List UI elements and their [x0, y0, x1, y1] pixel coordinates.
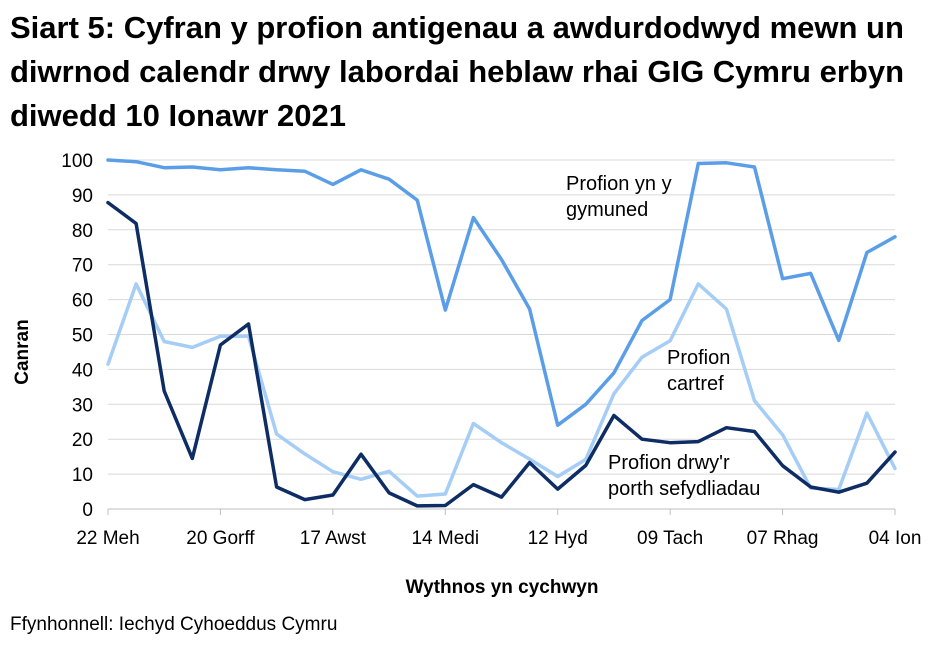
x-tick-label: 22 Meh: [76, 528, 139, 549]
y-tick-label: 100: [61, 151, 93, 172]
source-note: Ffynhonnell: Iechyd Cyhoeddus Cymru: [10, 614, 338, 635]
x-tick-label: 12 Hyd: [528, 528, 588, 549]
x-tick-label: 07 Rhag: [747, 528, 819, 549]
series-label-1: Profion yn y: [566, 173, 672, 195]
x-tick-label: 04 Ion: [869, 528, 922, 549]
y-tick-label: 30: [72, 395, 93, 416]
line-chart: 0 10 20 30 40 50 60 70 80 90 100 22 Meh 20 Gorff 17 A…: [12, 151, 921, 598]
y-axis-title: Canran: [12, 319, 33, 384]
gridlines: [108, 159, 895, 475]
x-tick-label: 14 Medi: [411, 528, 479, 549]
series-label-2: Profion: [667, 347, 730, 369]
series-label-3: Profion drwy'r: [608, 452, 730, 474]
y-tick-label: 50: [72, 326, 93, 347]
series-label-2: cartref: [667, 373, 724, 395]
axes: 0 10 20 30 40 50 60 70 80 90 100 22 Meh 20 Gorff 17 A…: [61, 151, 921, 549]
series-line-2: [106, 282, 897, 498]
y-tick-label: 60: [72, 291, 93, 312]
x-axis-title: Wythnos yn cychwyn: [406, 577, 599, 598]
y-tick-label: 40: [72, 360, 93, 381]
x-tick-label: 20 Gorff: [186, 528, 255, 549]
series-line-1: [106, 158, 897, 427]
y-tick-label: 80: [72, 221, 93, 242]
y-tick-label: 0: [82, 500, 93, 521]
series-label-3: porth sefydliadau: [608, 478, 760, 500]
series-label-1: gymuned: [566, 199, 648, 221]
x-tick-label: 17 Awst: [300, 528, 367, 549]
y-tick-label: 90: [72, 186, 93, 207]
y-tick-label: 10: [72, 465, 93, 486]
chart-title: Siart 5: Cyfran y profion antigenau a aw…: [10, 10, 905, 133]
y-tick-label: 20: [72, 430, 93, 451]
series-labels: Profion yn y gymuned Profion cartref Profion…: [566, 173, 760, 500]
series-line-3: [106, 200, 897, 508]
y-tick-label: 70: [72, 256, 93, 277]
x-tick-label: 09 Tach: [637, 528, 703, 549]
series-lines: [106, 158, 897, 508]
